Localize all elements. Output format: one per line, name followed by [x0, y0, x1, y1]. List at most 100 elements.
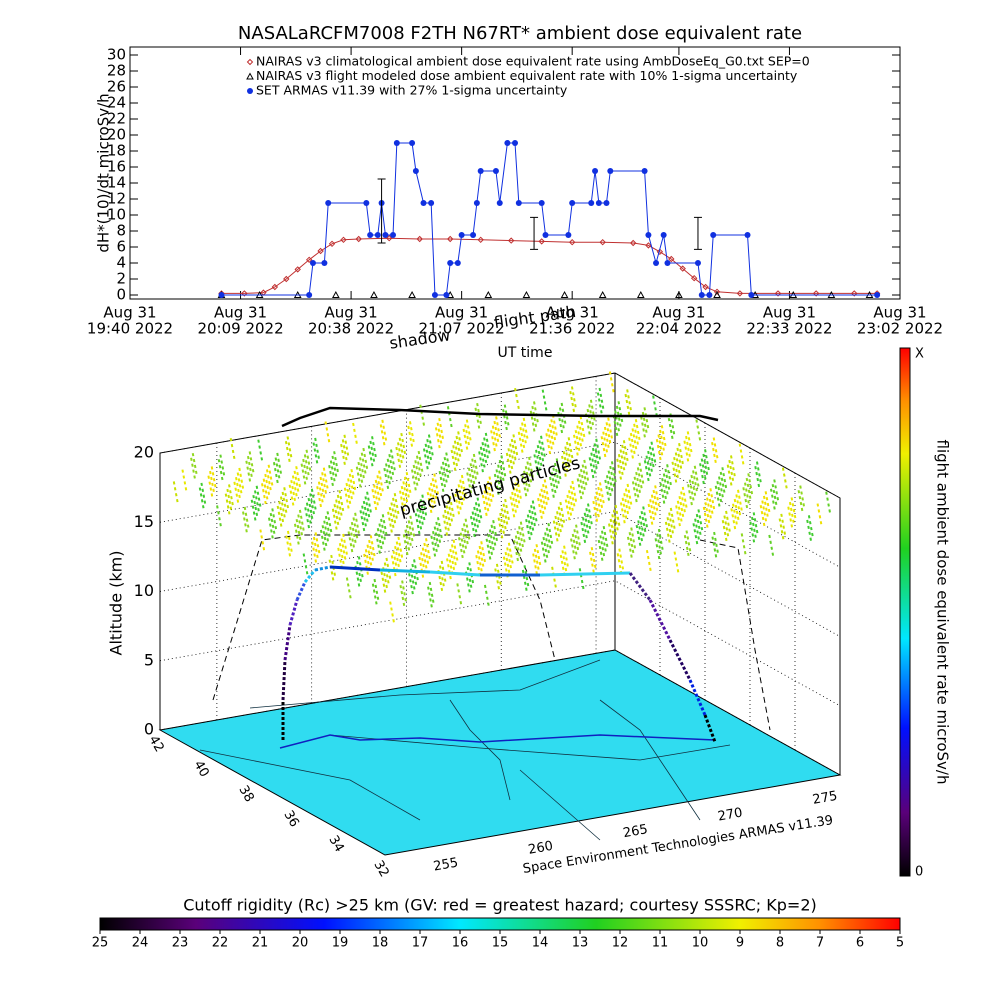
particle-dash: [557, 412, 564, 435]
particle-dash: [563, 545, 570, 568]
particle-dash: [460, 474, 467, 498]
particle-dash: [397, 536, 404, 560]
x-tick-label: Aug 31: [763, 304, 816, 322]
particle-dash: [457, 431, 464, 454]
colorbar-bottom: 0: [915, 865, 923, 880]
data-point: [496, 200, 503, 206]
particle-dash: [314, 437, 321, 461]
colorbar-tick-label: 19: [332, 936, 349, 951]
particle-dash: [428, 581, 435, 605]
particle-dash: [488, 529, 495, 552]
particle-dash: [548, 423, 555, 447]
particle-dash: [483, 584, 490, 608]
particle-dash: [645, 549, 652, 573]
particle-dash: [279, 496, 286, 519]
particle-dash: [630, 527, 637, 550]
particle-dash: [716, 481, 723, 504]
y-tick-label: 10: [107, 206, 126, 224]
data-point: [598, 290, 607, 298]
particle-dash: [676, 447, 683, 471]
particle-dash: [626, 389, 633, 412]
lon-tick-label: 270: [717, 805, 744, 824]
particle-dash: [305, 502, 312, 525]
x-tick-label: Aug 31: [325, 304, 378, 322]
particle-dash: [453, 440, 460, 463]
data-point: [355, 235, 362, 243]
particle-dash: [438, 417, 445, 441]
z-tick-label: 15: [134, 512, 154, 531]
colorbar-label: flight ambient dose equivalent rate micr…: [934, 440, 952, 785]
data-point: [660, 232, 667, 238]
particle-dash: [388, 454, 395, 477]
particle-dash: [295, 518, 302, 542]
particle-dash: [555, 458, 562, 481]
particle-dash: [493, 473, 500, 497]
particle-dash: [628, 532, 635, 555]
particle-dash: [578, 568, 585, 591]
particle-dash: [421, 494, 428, 517]
particle-dash: [264, 473, 271, 497]
particle-dash: [626, 483, 633, 507]
particle-dash: [478, 451, 485, 474]
particle-dash: [704, 449, 711, 472]
particle-dash: [615, 405, 622, 429]
particle-dash: [385, 463, 392, 486]
particle-dash: [622, 440, 629, 463]
y-tick-label: 22: [107, 110, 126, 128]
particle-dash: [531, 405, 538, 429]
particle-dash: [648, 446, 655, 469]
particle-dash: [454, 493, 461, 516]
particle-dash: [413, 559, 420, 582]
particle-dash: [738, 443, 745, 466]
particle-dash: [623, 493, 630, 516]
particle-dash: [530, 505, 537, 528]
particle-dash: [323, 520, 330, 543]
particle-dash: [298, 509, 305, 533]
particle-dash: [452, 539, 459, 563]
particle-dash: [692, 470, 699, 493]
particle-dash: [445, 452, 452, 475]
particle-dash: [601, 530, 607, 553]
particle-dash: [512, 487, 519, 510]
particle-dash: [751, 516, 757, 540]
flight-path: [295, 581, 307, 601]
particle-dash: [466, 472, 473, 495]
data-point: [340, 236, 347, 244]
data-point: [331, 290, 340, 298]
particle-dash: [577, 420, 584, 444]
particle-dash: [210, 466, 217, 489]
particle-dash: [390, 555, 397, 578]
particle-dash: [544, 532, 551, 555]
particle-dash: [640, 510, 647, 534]
particle-dash: [200, 482, 207, 506]
particle-dash: [704, 502, 711, 525]
particle-dash: [355, 466, 362, 489]
particle-dash: [317, 481, 324, 504]
particle-dash: [745, 477, 752, 501]
particle-dash: [217, 459, 224, 482]
particle-dash: [694, 518, 701, 541]
particle-dash: [457, 484, 464, 507]
colorbar-tick-label: 16: [452, 936, 469, 951]
particle-dash: [443, 456, 450, 480]
particle-dash: [528, 509, 535, 533]
particle-dash: [545, 433, 552, 456]
particle-dash: [547, 428, 554, 451]
particle-dash: [687, 484, 694, 507]
particle-dash: [683, 440, 690, 463]
particle-dash: [635, 524, 642, 548]
particle-dash: [433, 526, 440, 549]
particle-dash: [493, 420, 500, 444]
colorbar-tick-label: 6: [856, 936, 864, 951]
particle-dash: [604, 479, 611, 503]
particle-dash: [352, 517, 359, 540]
particle-dash: [236, 472, 243, 495]
y-tick-label: 24: [107, 94, 126, 112]
particle-dash: [608, 371, 615, 394]
map-border: [519, 769, 601, 841]
plot-frame: [129, 46, 901, 300]
z-tick-label: 10: [134, 581, 154, 600]
particle-dash: [612, 509, 619, 532]
particle-dash: [514, 388, 521, 411]
particle-dash: [806, 519, 813, 543]
